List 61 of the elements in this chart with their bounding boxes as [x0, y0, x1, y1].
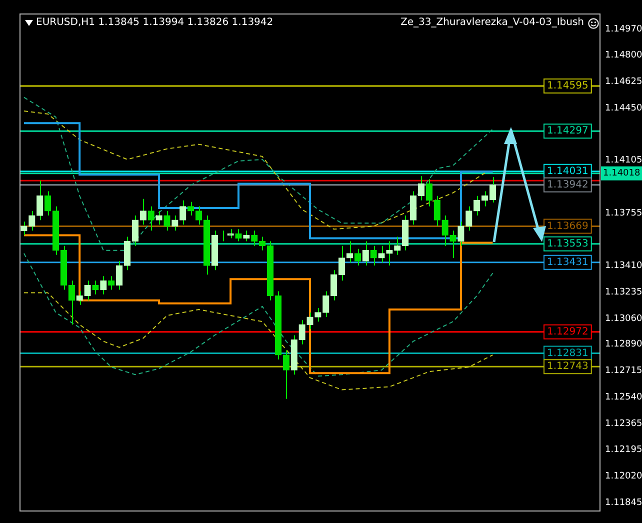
candlestick	[314, 307, 322, 322]
ref-line-label: 1.13431	[547, 256, 588, 268]
annotation: Ze_33_Zhuravlerezka_V-04-03_Ibush	[400, 17, 584, 28]
candlestick	[148, 206, 154, 232]
y-tick-label: 1.11845	[605, 498, 642, 508]
ref-line-label: 1.14297	[547, 126, 588, 137]
ref-line-label: 1.12743	[547, 361, 588, 372]
line-series	[23, 110, 486, 230]
candlestick	[20, 221, 28, 236]
ref-line-label: 1.12972	[547, 326, 588, 338]
y-tick-label: 1.13410	[605, 260, 642, 271]
y-tick-label: 1.13755	[605, 208, 642, 219]
ref-line-label: 1.13669	[547, 220, 588, 232]
candlestick	[243, 230, 250, 242]
candlestick	[28, 210, 36, 232]
y-tick-label: 1.14105	[605, 156, 642, 166]
candlestick	[370, 245, 377, 266]
candlestick	[187, 201, 194, 216]
candlestick	[282, 350, 290, 400]
candlestick	[235, 228, 242, 242]
candlestick	[450, 230, 456, 258]
candlestick	[442, 215, 448, 246]
line-series	[23, 292, 494, 390]
y-tick-label: 1.14450	[605, 103, 642, 114]
y-tick-label: 1.13060	[605, 314, 642, 324]
candlestick	[172, 215, 178, 232]
candlestick	[458, 221, 464, 246]
ref-line-label: 1.13553	[547, 238, 588, 250]
candlestick	[140, 198, 146, 226]
candlestick	[298, 320, 306, 345]
y-tick-label: 1.14800	[605, 50, 642, 60]
ref-line-label: 1.13942	[547, 180, 588, 191]
y-tick-label: 1.13235	[605, 287, 642, 298]
ref-line-label: 1.14031	[547, 166, 588, 178]
candlestick	[76, 290, 83, 306]
candlestick	[44, 190, 52, 216]
y-tick-label: 1.14970	[605, 24, 642, 34]
y-tick-label: 1.12890	[605, 340, 642, 350]
y-tick-label: 1.12540	[605, 392, 642, 403]
candlestick	[108, 276, 115, 290]
candlestick	[92, 280, 99, 295]
candlestick	[156, 210, 162, 226]
candlestick	[227, 228, 234, 239]
ref-line-label: 1.14018	[603, 168, 640, 179]
y-tick-label: 1.12020	[605, 471, 642, 482]
ref-line-label: 1.12831	[547, 348, 588, 359]
y-tick-label: 1.12715	[605, 366, 642, 376]
y-tick-label: 1.12365	[605, 419, 642, 430]
candlestick	[306, 312, 314, 330]
chart-title: EURUSD,H1 1.13845 1.13994 1.13826 1.13942	[36, 17, 274, 28]
candlestick	[378, 245, 385, 263]
candlestick	[322, 290, 330, 318]
y-tick-label: 1.14625	[605, 76, 642, 87]
candlestick	[164, 210, 170, 232]
candlestick	[386, 240, 393, 266]
y-tick-label: 1.12195	[605, 444, 642, 455]
candlestick	[84, 280, 91, 301]
candlestick	[100, 276, 107, 295]
ref-line-label: 1.14595	[547, 80, 588, 92]
candlestick	[394, 236, 401, 256]
candlestick	[466, 206, 472, 232]
